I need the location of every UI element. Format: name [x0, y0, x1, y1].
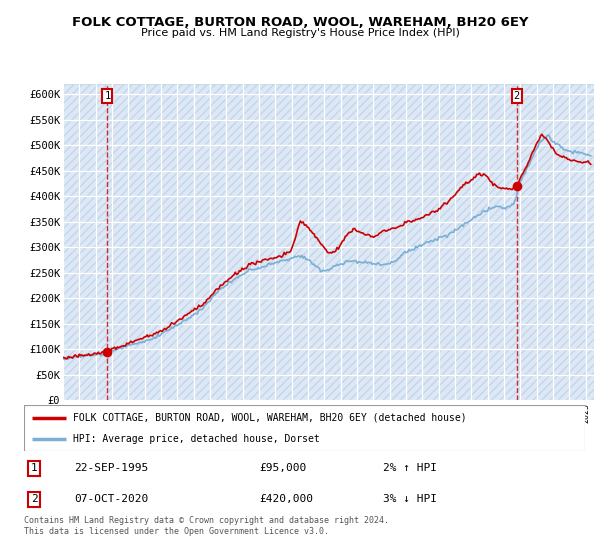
Text: 2: 2 — [514, 91, 520, 101]
Text: 1: 1 — [31, 463, 37, 473]
Text: Contains HM Land Registry data © Crown copyright and database right 2024.
This d: Contains HM Land Registry data © Crown c… — [24, 516, 389, 536]
FancyBboxPatch shape — [24, 405, 585, 451]
Text: FOLK COTTAGE, BURTON ROAD, WOOL, WAREHAM, BH20 6EY: FOLK COTTAGE, BURTON ROAD, WOOL, WAREHAM… — [72, 16, 528, 29]
Text: £95,000: £95,000 — [260, 463, 307, 473]
Text: 2: 2 — [31, 494, 37, 505]
Text: 3% ↓ HPI: 3% ↓ HPI — [383, 494, 437, 505]
Text: FOLK COTTAGE, BURTON ROAD, WOOL, WAREHAM, BH20 6EY (detached house): FOLK COTTAGE, BURTON ROAD, WOOL, WAREHAM… — [73, 413, 467, 423]
Text: 07-OCT-2020: 07-OCT-2020 — [74, 494, 149, 505]
Text: £420,000: £420,000 — [260, 494, 314, 505]
Text: 2% ↑ HPI: 2% ↑ HPI — [383, 463, 437, 473]
Text: Price paid vs. HM Land Registry's House Price Index (HPI): Price paid vs. HM Land Registry's House … — [140, 28, 460, 38]
Text: HPI: Average price, detached house, Dorset: HPI: Average price, detached house, Dors… — [73, 434, 320, 444]
Text: 22-SEP-1995: 22-SEP-1995 — [74, 463, 149, 473]
Text: 1: 1 — [104, 91, 110, 101]
